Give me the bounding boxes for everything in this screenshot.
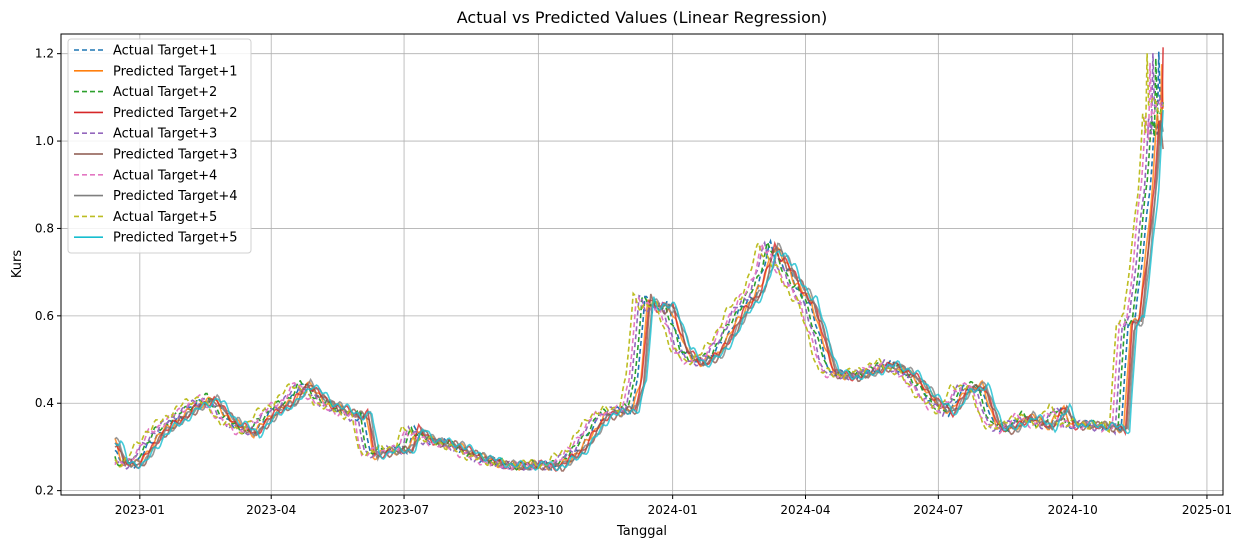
series-line-9 (114, 53, 1164, 470)
y-tick-label: 1.0 (35, 134, 54, 148)
series-line-5 (114, 53, 1164, 472)
legend-entry: Predicted Target+2 (113, 106, 238, 121)
x-tick-label: 2025-01 (1182, 503, 1232, 517)
y-tick-label: 0.6 (35, 309, 54, 323)
x-tick-label: 2024-01 (648, 503, 698, 517)
series-line-1 (114, 51, 1164, 471)
y-tick-label: 0.8 (35, 221, 54, 235)
legend-entry: Predicted Target+3 (113, 148, 238, 163)
series-line-3 (114, 58, 1164, 471)
x-tick-label: 2023-01 (115, 503, 165, 517)
legend: Actual Target+1 Predicted Target+1 Actual … (67, 38, 252, 254)
x-tick-label: 2023-10 (513, 503, 563, 517)
legend-entry: Actual Target+3 (113, 127, 217, 142)
series-line-7 (114, 62, 1164, 472)
grid (61, 34, 1223, 495)
legend-entry: Actual Target+2 (113, 85, 217, 100)
x-tick-label: 2023-04 (246, 503, 296, 517)
chart-title: Actual vs Predicted Values (Linear Regre… (457, 8, 827, 27)
legend-entry: Actual Target+1 (113, 44, 217, 59)
y-axis: 0.2 0.4 0.6 0.8 1.0 1.2 (35, 47, 61, 498)
x-tick-label: 2024-10 (1048, 503, 1098, 517)
x-axis-label: Tanggal (616, 524, 667, 539)
x-tick-label: 2024-04 (780, 503, 830, 517)
series-layer (114, 47, 1164, 472)
y-tick-label: 1.2 (35, 47, 54, 61)
x-axis: 2023-01 2023-04 2023-07 2023-10 2024-01 2024-… (115, 495, 1232, 517)
y-tick-label: 0.2 (35, 484, 54, 498)
series-line-8 (114, 122, 1164, 471)
legend-box (67, 38, 252, 254)
plot-frame (60, 33, 1224, 496)
series-line-10 (114, 110, 1164, 472)
x-tick-label: 2024-07 (913, 503, 963, 517)
legend-entry: Predicted Target+5 (113, 231, 238, 246)
y-axis-label: Kurs (10, 250, 25, 278)
legend-entry: Actual Target+5 (113, 210, 217, 225)
legend-entry: Actual Target+4 (113, 168, 217, 183)
series-line-2 (114, 64, 1164, 471)
x-tick-label: 2023-07 (379, 503, 429, 517)
legend-entry: Predicted Target+4 (113, 189, 238, 204)
legend-entry: Predicted Target+1 (113, 64, 238, 79)
y-tick-label: 0.4 (35, 396, 54, 410)
